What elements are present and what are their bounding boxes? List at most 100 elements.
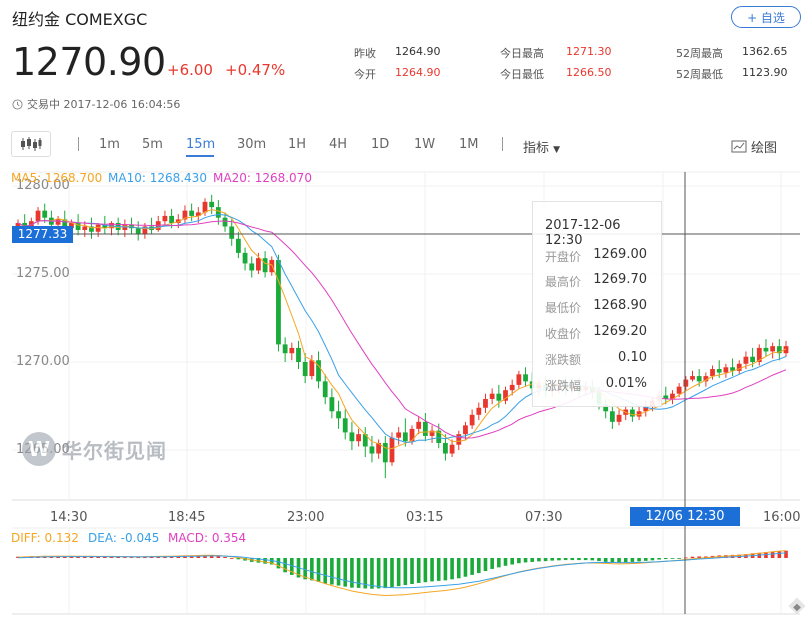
moving-average-lines	[17, 209, 787, 450]
tooltip-label-change: 涨跌额	[545, 353, 582, 367]
tooltip-value-close: 1269.20	[593, 324, 647, 339]
candle-body	[75, 222, 81, 230]
macd-bar	[203, 555, 207, 558]
candle-body	[710, 369, 715, 377]
macd-bar	[116, 556, 120, 558]
candle-body	[716, 369, 722, 373]
stat-value-open: 1264.90	[395, 66, 441, 79]
candle-body	[276, 259, 281, 345]
tooltip-label-change-pct: 涨跌幅	[545, 379, 582, 393]
tab-15m[interactable]: 15m	[186, 137, 216, 152]
draw-chart-icon	[731, 140, 747, 152]
tab-1m[interactable]: 1m	[99, 137, 120, 152]
macd-bar	[597, 558, 601, 562]
candle-body	[302, 362, 308, 377]
macd-bar	[336, 558, 341, 586]
macd-bar	[577, 558, 581, 561]
macd-bar	[243, 558, 247, 561]
draw-button[interactable]: 绘图	[731, 137, 777, 156]
tooltip-label-open: 开盘价	[545, 250, 582, 264]
watermark-text: 华尔街见闻	[62, 438, 167, 463]
tooltip-time: 2017-12-06 12:30	[545, 218, 621, 248]
macd-bar	[410, 558, 414, 584]
macd-bar	[657, 558, 661, 560]
macd-bar	[610, 558, 615, 563]
draw-label: 绘图	[751, 141, 778, 156]
macd-bar	[777, 550, 782, 558]
stat-label-prev-close: 昨收	[354, 47, 376, 60]
macd-bar	[764, 552, 768, 558]
macd-bar	[82, 556, 87, 558]
candle-body	[362, 434, 368, 447]
tab-5m[interactable]: 5m	[142, 137, 163, 152]
toolbar-divider	[502, 137, 503, 151]
candle-body	[696, 376, 702, 382]
candle-body	[676, 386, 682, 394]
macd-bar	[416, 558, 421, 583]
candle-body	[382, 442, 388, 463]
macd-bar	[690, 556, 695, 558]
macd-bar	[236, 558, 241, 560]
macd-bar	[76, 556, 80, 558]
macd-bar	[263, 558, 267, 564]
macd-bar	[350, 558, 354, 588]
tab-4h[interactable]: 4H	[329, 137, 348, 152]
macd-bar	[363, 558, 368, 589]
tab-1d[interactable]: 1D	[371, 137, 390, 152]
chart-type-button[interactable]	[11, 131, 51, 157]
ma10-legend: MA10: 1268.430	[108, 171, 207, 185]
candle-body	[222, 217, 228, 227]
indicator-dropdown[interactable]: 指标 ▼	[523, 137, 560, 156]
macd-dea-legend: DEA: -0.045	[88, 531, 160, 545]
trading-status: 交易中 2017-12-06 16:04:56	[12, 96, 180, 112]
macd-bar	[136, 557, 141, 559]
candle-body	[229, 226, 235, 239]
chart-settings-icon[interactable]: ◆	[787, 596, 807, 616]
candle-body	[690, 376, 695, 380]
macd-diff-legend: DIFF: 0.132	[11, 531, 79, 545]
macd-bar	[310, 558, 314, 581]
macd-bar	[456, 558, 461, 579]
candle-body	[429, 430, 435, 436]
macd-bar	[216, 556, 221, 558]
candle-body	[469, 414, 475, 426]
macd-bar	[570, 558, 575, 561]
macd-bar	[603, 558, 608, 562]
stat-value-prev-close: 1264.90	[395, 45, 441, 58]
y-tick-label: 1275.00	[16, 266, 70, 281]
candle-body	[135, 228, 141, 234]
candle-body	[402, 432, 408, 442]
candle-body	[282, 344, 288, 354]
candle-body	[670, 393, 675, 399]
tooltip-label-close: 收盘价	[545, 327, 582, 341]
crosshair-price-label: 1277.33	[12, 226, 73, 243]
stat-value-day-high: 1271.30	[566, 45, 612, 58]
add-watchlist-button[interactable]: + 自选	[731, 6, 801, 28]
tab-30m[interactable]: 30m	[237, 137, 267, 152]
candle-body	[142, 226, 148, 234]
tab-1w[interactable]: 1W	[414, 137, 436, 152]
tooltip-value-change-pct: 0.01%	[605, 376, 647, 391]
candle-body	[743, 356, 749, 364]
tab-1mo[interactable]: 1M	[459, 137, 479, 152]
candle-body	[369, 446, 375, 454]
macd-bar	[563, 558, 568, 561]
candle-body	[215, 207, 221, 218]
candle-body	[422, 421, 428, 436]
tab-1h[interactable]: 1H	[288, 137, 307, 152]
ohlc-tooltip: 2017-12-06 12:30 开盘价 1269.00 最高价 1269.70…	[532, 201, 662, 407]
candle-body	[95, 224, 101, 232]
candle-body	[55, 219, 61, 225]
macd-bar	[537, 558, 541, 562]
candle-body	[396, 432, 402, 438]
candle-body	[82, 226, 88, 230]
instrument-title: 纽约金 COMEXGC	[12, 10, 148, 29]
candle-body	[262, 258, 268, 273]
candle-body	[516, 374, 522, 385]
macd-bar	[376, 558, 381, 589]
candle-body	[256, 258, 261, 271]
macd-bar	[189, 555, 194, 558]
tooltip-value-open: 1269.00	[593, 247, 647, 262]
macd-bar	[383, 558, 388, 589]
